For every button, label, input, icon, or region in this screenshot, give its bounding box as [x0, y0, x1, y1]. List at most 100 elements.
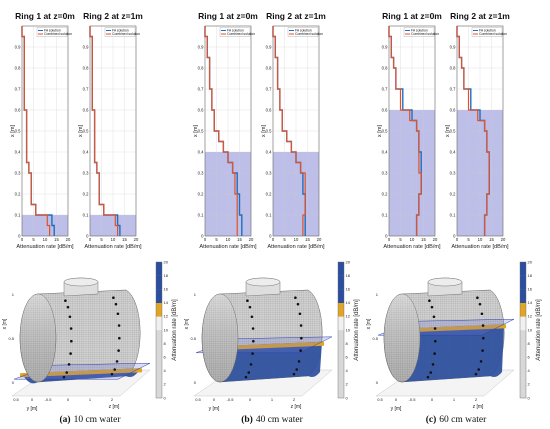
sensor-dot — [248, 305, 252, 309]
ring-plot: Ring 2 at z=1m 0 5 10 15 20 0 0.1 0.2 0.3 0.4 0.5 0.… — [261, 11, 326, 250]
colorbar-segment — [520, 336, 526, 344]
tank-end-shade — [202, 294, 238, 382]
y-tick-label: 0.6 — [15, 107, 21, 112]
colorbar-tick: 2 — [346, 382, 349, 387]
sensor-dot — [433, 327, 437, 330]
axis3d-x-tick: 0 — [376, 380, 379, 385]
axis3d-y-tick: -0.5 — [45, 397, 53, 402]
colorbar-segment — [338, 289, 344, 297]
series-combined-line — [21, 26, 51, 236]
x-tick-label: 5 — [215, 237, 218, 242]
sensor-dot — [251, 352, 254, 355]
colorbar: 0 2 4 6 8 10 12 14 16 18 20 Attenuation rate [dB/m] — [155, 259, 178, 400]
tank-view-1: x [m]y [m] z [m]00.510.5 0 -0.5 0 1 2 024681012… — [2, 259, 178, 412]
colorbar-tick: 18 — [164, 273, 169, 278]
sensor-dot — [69, 327, 73, 330]
y-tick-label: 0.7 — [15, 86, 21, 91]
series-combined-line — [272, 26, 306, 236]
y-tick-label: 0.9 — [382, 44, 388, 49]
colorbar-tick: 16 — [346, 287, 351, 292]
y-tick-label: 0.8 — [450, 65, 456, 70]
sensor-dot — [480, 312, 484, 316]
sensor-dot — [433, 352, 436, 355]
colorbar-tick: 4 — [528, 368, 531, 373]
y-tick-label: 0.8 — [83, 65, 89, 70]
chart-title: Ring 2 at z=1m — [450, 11, 510, 21]
colorbar-tick: 12 — [528, 314, 533, 319]
y-tick-label: 0.7 — [382, 86, 388, 91]
y-tick-label: 0.2 — [382, 191, 388, 196]
sensor-dot — [65, 371, 69, 374]
y-axis-label: x [m] — [261, 124, 267, 137]
legend-box — [471, 27, 503, 37]
y-tick-label: 0.2 — [198, 191, 204, 196]
y-tick-label: 0.1 — [382, 212, 388, 217]
y-tick-label: 0.5 — [266, 128, 272, 133]
x-tick-label: 0 — [21, 237, 24, 242]
sensor-dot — [116, 312, 120, 316]
legend-label: Combined solution — [411, 32, 439, 36]
y-tick-label: 0.6 — [266, 107, 272, 112]
y-tick-label: 0.7 — [83, 86, 89, 91]
colorbar-segment — [338, 377, 344, 385]
chart-panel-3: Ring 1 at z=0m 0 5 10 15 20 0 0.1 0.2 0.3 0.4 0.5 0.… — [377, 11, 510, 250]
y-tick-label: 0.8 — [382, 65, 388, 70]
colorbar-segment — [338, 350, 344, 358]
sensor-dot — [431, 363, 435, 366]
colorbar: 0 2 4 6 8 10 12 14 16 18 20 Attenuation rate [dB/m] — [519, 259, 542, 400]
colorbar-segment — [520, 364, 526, 371]
colorbar-label: Attenuation rate [dB/m] — [172, 299, 178, 361]
colorbar-frame — [519, 261, 527, 399]
captions: (a) 10 cm water (b) 40 cm water (c) 60 cm wat… — [59, 414, 487, 425]
x-tick-label: 5 — [283, 237, 286, 242]
sensor-dot — [300, 336, 303, 340]
chart-title: Ring 2 at z=1m — [266, 11, 326, 21]
y-tick-label: 0.1 — [198, 212, 204, 217]
axis3d-y-tick: 0 — [213, 397, 216, 402]
colorbar-segment — [520, 275, 526, 283]
panel-caption: (b) 40 cm water — [241, 414, 303, 425]
legend-box — [219, 27, 251, 37]
sensor-dot — [477, 368, 481, 371]
colorbar-tick: 8 — [346, 341, 349, 346]
sensor-dot — [250, 315, 254, 319]
colorbar-segment — [156, 282, 162, 290]
colorbar-segment — [520, 289, 526, 297]
sensor-dot — [297, 360, 301, 363]
colorbar-segment — [338, 391, 344, 399]
colorbar-tick: 2 — [528, 382, 531, 387]
y-tick-label: 0.6 — [198, 107, 204, 112]
tank-views: x [m]y [m] z [m]00.510.5 0 -0.5 0 1 2 024681012… — [2, 259, 542, 412]
y-tick-label: 0.7 — [198, 86, 204, 91]
chart-title: Ring 1 at z=0m — [15, 11, 75, 21]
legend-label: Combined solution — [479, 32, 507, 36]
colorbar-segment — [156, 262, 162, 269]
plot-frame — [204, 25, 252, 237]
chart-panel-2: Ring 1 at z=0m 0 5 10 15 20 0 0.1 0.2 0.3 0.4 0.5 0.… — [193, 11, 326, 250]
y-tick-label: 0 — [385, 233, 388, 238]
colorbar-tick: 20 — [346, 259, 351, 264]
colorbar-segment — [156, 350, 162, 358]
panel-caption: (a) 10 cm water — [59, 414, 121, 425]
colorbar-segment — [520, 377, 526, 385]
y-axis-label: x [m] — [377, 124, 383, 137]
colorbar-segment — [156, 377, 162, 385]
colorbar-tick: 4 — [346, 368, 349, 373]
y-tick-label: 0.9 — [266, 44, 272, 49]
y-tick-label: 0.7 — [450, 86, 456, 91]
ring-plot: Ring 2 at z=1m 0 5 10 15 20 0 0.1 0.2 0.3 0.4 0.5 0.… — [78, 11, 143, 250]
axis3d-z-tick: 2 — [111, 397, 114, 402]
sensor-dot — [66, 305, 70, 309]
sensor-dot — [117, 349, 120, 352]
axis3d-x-label: x [m] — [2, 318, 8, 329]
colorbar-segment — [520, 343, 526, 351]
colorbar-segment — [338, 330, 344, 337]
tank-end-shade — [20, 294, 56, 382]
colorbar-tick: 6 — [528, 355, 531, 360]
plot-frame — [456, 25, 504, 237]
x-tick-label: 0 — [89, 237, 92, 242]
colorbar-label: Attenuation rate [dB/m] — [536, 299, 542, 361]
